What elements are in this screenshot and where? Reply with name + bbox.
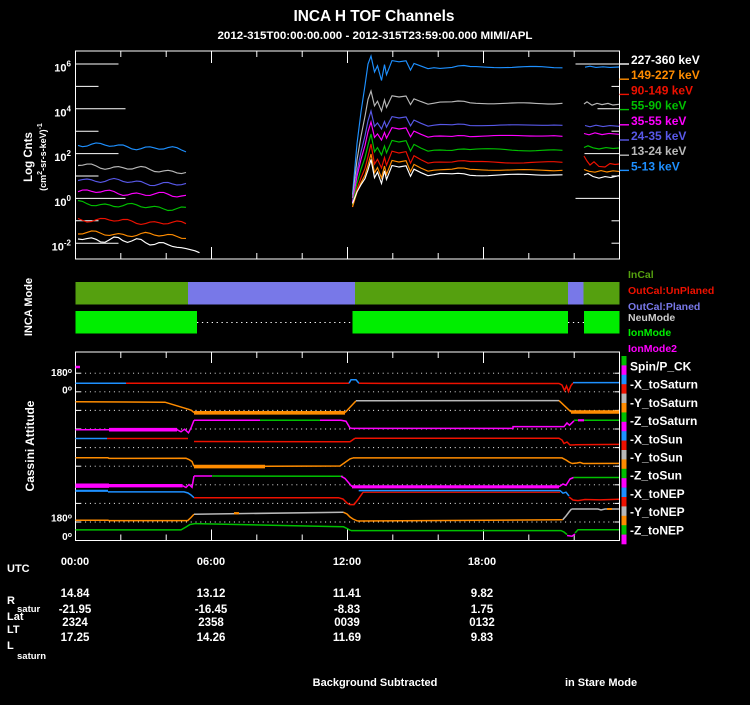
svg-text:INCA Mode: INCA Mode <box>23 278 35 336</box>
svg-text:Log Cnts: Log Cnts <box>23 132 35 182</box>
svg-text:InCal: InCal <box>628 269 654 281</box>
svg-text:-X_toSaturn: -X_toSaturn <box>630 378 698 392</box>
svg-text:IonMode2: IonMode2 <box>628 343 677 355</box>
svg-text:UTC: UTC <box>7 563 30 575</box>
svg-text:(cm2-sr-s-keV)-1: (cm2-sr-s-keV)-1 <box>37 123 48 191</box>
svg-text:INCA H TOF Channels: INCA H TOF Channels <box>294 8 455 25</box>
svg-text:18:00: 18:00 <box>468 556 496 568</box>
svg-text:11.69: 11.69 <box>333 632 361 644</box>
svg-text:NeuMode: NeuMode <box>628 312 675 324</box>
svg-text:90-149 keV: 90-149 keV <box>631 83 693 97</box>
svg-text:Spin/P_CK: Spin/P_CK <box>630 360 692 374</box>
svg-text:13-24 keV: 13-24 keV <box>631 144 686 158</box>
svg-text:saturn: saturn <box>17 651 46 662</box>
svg-text:-Y_toNEP: -Y_toNEP <box>630 505 685 519</box>
svg-text:LT: LT <box>7 624 20 636</box>
svg-text:-X_toNEP: -X_toNEP <box>630 487 685 501</box>
svg-text:-16.45: -16.45 <box>195 604 228 616</box>
svg-text:14.26: 14.26 <box>197 632 226 644</box>
svg-text:R: R <box>7 595 15 607</box>
svg-text:satur: satur <box>17 604 41 615</box>
svg-text:0o: 0o <box>62 386 72 397</box>
svg-text:0039: 0039 <box>334 617 360 629</box>
svg-text:-Z_toSaturn: -Z_toSaturn <box>630 414 697 428</box>
svg-text:11.41: 11.41 <box>333 588 362 600</box>
svg-text:13.12: 13.12 <box>197 588 226 600</box>
svg-text:Lat: Lat <box>7 611 24 623</box>
svg-text:14.84: 14.84 <box>61 588 90 600</box>
svg-text:180o: 180o <box>51 514 72 525</box>
svg-text:OutCal:UnPlaned: OutCal:UnPlaned <box>628 285 714 297</box>
svg-text:9.83: 9.83 <box>471 632 493 644</box>
svg-text:17.25: 17.25 <box>61 632 90 644</box>
svg-text:55-90 keV: 55-90 keV <box>631 99 686 113</box>
svg-text:24-35 keV: 24-35 keV <box>631 129 686 143</box>
svg-text:-Z_toSun: -Z_toSun <box>630 469 682 483</box>
svg-text:2324: 2324 <box>62 617 88 629</box>
svg-text:-8.83: -8.83 <box>334 604 360 616</box>
svg-text:IonMode: IonMode <box>628 327 671 339</box>
svg-text:00:00: 00:00 <box>61 556 89 568</box>
svg-text:L: L <box>7 640 14 652</box>
svg-text:in Stare Mode: in Stare Mode <box>565 677 637 689</box>
svg-text:2012-315T00:00:00.000 - 2012-3: 2012-315T00:00:00.000 - 2012-315T23:59:0… <box>218 30 533 42</box>
svg-text:06:00: 06:00 <box>197 556 225 568</box>
svg-text:-21.95: -21.95 <box>59 604 92 616</box>
svg-text:0o: 0o <box>62 532 72 543</box>
svg-text:OutCal:Planed: OutCal:Planed <box>628 301 700 313</box>
svg-text:5-13 keV: 5-13 keV <box>631 159 680 173</box>
svg-text:0132: 0132 <box>469 617 495 629</box>
svg-text:-X_toSun: -X_toSun <box>630 432 683 446</box>
svg-text:227-360 keV: 227-360 keV <box>631 53 700 67</box>
svg-text:2358: 2358 <box>198 617 224 629</box>
svg-text:12:00: 12:00 <box>333 556 361 568</box>
svg-text:35-55 keV: 35-55 keV <box>631 114 686 128</box>
svg-text:180o: 180o <box>51 368 72 379</box>
svg-text:9.82: 9.82 <box>471 588 493 600</box>
svg-text:-Z_toNEP: -Z_toNEP <box>630 523 684 537</box>
svg-text:1.75: 1.75 <box>471 604 494 616</box>
svg-text:-Y_toSaturn: -Y_toSaturn <box>630 396 698 410</box>
svg-text:149-227 keV: 149-227 keV <box>631 68 700 82</box>
svg-text:Background Subtracted: Background Subtracted <box>313 677 438 689</box>
svg-text:-Y_toSun: -Y_toSun <box>630 451 683 465</box>
svg-text:Cassini Attitude: Cassini Attitude <box>23 400 37 491</box>
